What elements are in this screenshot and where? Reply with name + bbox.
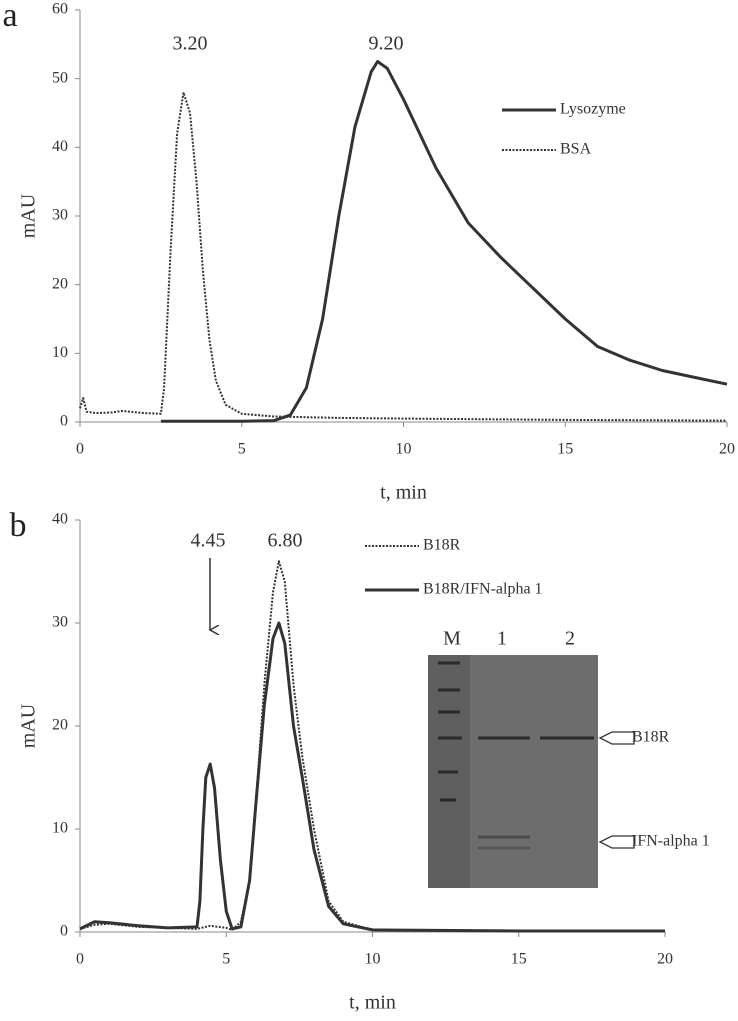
band-label: B18R	[632, 729, 670, 746]
y-tick-label: 40	[52, 511, 68, 528]
y-tick-label: 0	[60, 413, 68, 430]
line-series	[160, 60, 728, 423]
line-series	[79, 91, 728, 422]
line-series	[79, 621, 665, 933]
panel-label: a	[2, 0, 17, 34]
lane-label: 1	[497, 628, 507, 650]
x-tick-label: 20	[719, 441, 735, 458]
y-tick-label: 20	[52, 275, 68, 292]
annotation: 3.20	[173, 33, 208, 55]
legend-label: Lysozyme	[560, 101, 626, 118]
y-tick-label: 40	[52, 138, 68, 155]
y-tick-label: 30	[52, 207, 68, 224]
panel-label: b	[10, 507, 27, 544]
y-axis-title: mAU	[18, 193, 40, 238]
x-tick-label: 10	[365, 951, 381, 968]
x-tick-label: 0	[76, 441, 84, 458]
x-tick-label: 20	[657, 951, 673, 968]
lane-label: 2	[565, 628, 575, 650]
x-axis-title: t, min	[380, 482, 427, 504]
line-series	[79, 560, 665, 932]
y-tick-label: 10	[52, 344, 68, 361]
x-tick-label: 5	[222, 951, 230, 968]
y-tick-label: 30	[52, 614, 68, 631]
lane-label: M	[443, 628, 461, 650]
annotation: 9.20	[369, 33, 404, 55]
y-tick-label: 0	[60, 923, 68, 940]
x-tick-label: 0	[76, 951, 84, 968]
legend-label: B18R/IFN-alpha 1	[423, 581, 543, 598]
x-tick-label: 15	[557, 441, 573, 458]
gel-inset	[428, 655, 635, 888]
y-axis-title: mAU	[18, 703, 40, 748]
annotation: 4.45	[191, 530, 226, 552]
legend-label: BSA	[560, 141, 592, 158]
x-axis-title: t, min	[349, 992, 396, 1014]
y-tick-label: 50	[52, 69, 68, 86]
x-tick-label: 5	[238, 441, 246, 458]
y-tick-label: 10	[52, 820, 68, 837]
y-tick-label: 60	[52, 1, 68, 18]
annotation: 6.80	[268, 530, 303, 552]
band-label: IFN-alpha 1	[632, 833, 710, 850]
y-tick-label: 20	[52, 717, 68, 734]
legend-label: B18R	[423, 537, 461, 554]
x-tick-label: 10	[396, 441, 412, 458]
x-tick-label: 15	[511, 951, 527, 968]
